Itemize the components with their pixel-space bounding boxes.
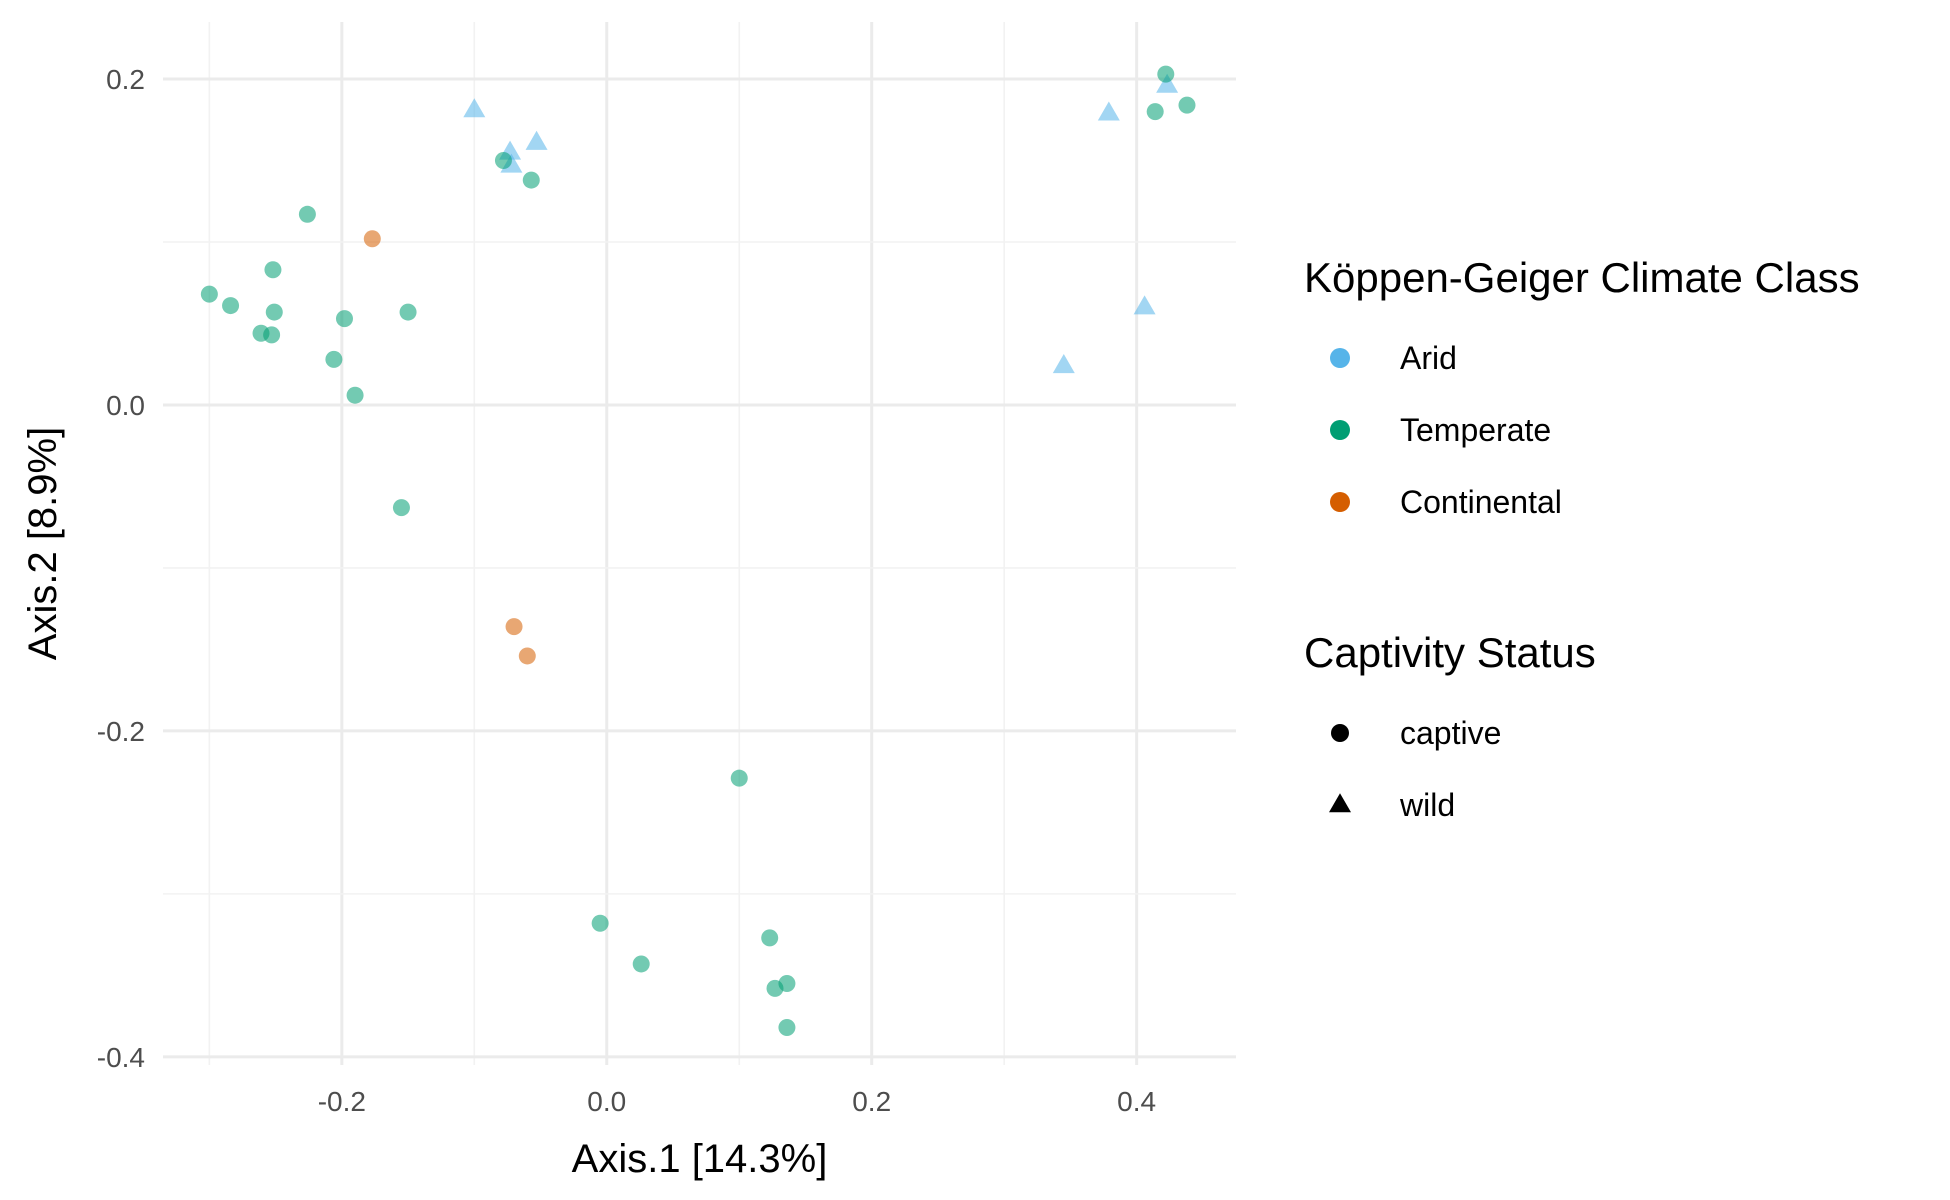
legend-label-captive: captive [1400,715,1501,751]
point-temperate-captive [494,152,512,170]
tick-labels: -0.2 0.0 0.2 0.4 -0.4 -0.2 0.0 0.2 [97,64,1156,1117]
grid [163,22,1236,1065]
point-temperate-captive [399,303,417,321]
point-temperate-captive [346,386,364,404]
x-tick-label: 0.4 [1117,1086,1156,1117]
legend-key-arid [1330,348,1350,368]
point-arid-wild [463,98,486,118]
legend-key-continental [1330,492,1350,512]
point-temperate-captive [632,955,650,973]
legend-label-continental: Continental [1400,484,1562,520]
point-temperate-captive [1157,65,1175,83]
legend-label-arid: Arid [1400,340,1457,376]
point-temperate-captive [1178,96,1196,114]
legend-key-wild [1329,793,1351,813]
point-temperate-captive [222,297,240,315]
point-temperate-captive [761,929,779,947]
point-arid-wild [1133,295,1156,315]
y-tick-label: -0.4 [97,1042,145,1073]
point-temperate-captive [264,261,282,279]
legend-key-captive [1331,724,1349,742]
point-temperate-captive [591,914,609,932]
x-tick-label: -0.2 [318,1086,366,1117]
point-temperate-captive [392,499,410,517]
point-temperate-captive [1146,103,1164,121]
point-continental-captive [505,618,523,636]
point-temperate-captive [298,205,316,223]
point-temperate-captive [730,769,748,787]
point-temperate-captive [522,171,540,189]
y-tick-label: -0.2 [97,716,145,747]
point-temperate-captive [263,326,281,344]
color-legend-title: Köppen-Geiger Climate Class [1304,254,1860,301]
point-continental-captive [363,230,381,248]
point-temperate-captive [778,1019,796,1037]
y-axis-title: Axis.2 [8.9%] [21,427,65,660]
point-temperate-captive [335,310,353,328]
x-tick-label: 0.0 [587,1086,626,1117]
legend-label-temperate: Temperate [1400,412,1551,448]
data-points [200,65,1196,1037]
point-temperate-captive [325,350,343,368]
point-temperate-captive [265,303,283,321]
point-arid-wild [525,130,548,150]
point-arid-wild [1052,354,1075,374]
point-arid-wild [1156,73,1179,93]
x-tick-label: 0.2 [852,1086,891,1117]
y-tick-label: 0.2 [106,64,145,95]
shape-legend-title: Captivity Status [1304,629,1596,676]
point-continental-captive [518,647,536,665]
point-temperate-captive [200,285,218,303]
y-tick-label: 0.0 [106,390,145,421]
legend-label-wild: wild [1399,787,1455,823]
x-axis-title: Axis.1 [14.3%] [572,1137,828,1181]
point-temperate-captive [766,979,784,997]
legend-key-temperate [1330,420,1350,440]
legend: Köppen-Geiger Climate Class Captivity St… [1304,254,1860,823]
point-arid-wild [1097,101,1120,121]
